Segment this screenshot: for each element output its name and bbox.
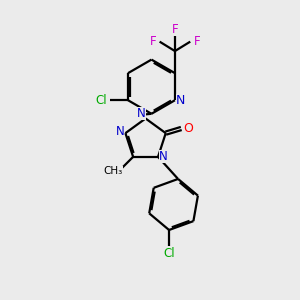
Text: F: F (150, 35, 157, 48)
Text: Cl: Cl (96, 94, 107, 107)
Text: N: N (159, 150, 168, 163)
Text: N: N (137, 107, 146, 120)
Text: CH₃: CH₃ (104, 166, 123, 176)
Text: N: N (176, 94, 185, 107)
Text: F: F (172, 23, 178, 36)
Text: Cl: Cl (163, 247, 175, 260)
Text: N: N (116, 125, 124, 138)
Text: O: O (184, 122, 194, 135)
Text: F: F (194, 35, 200, 48)
